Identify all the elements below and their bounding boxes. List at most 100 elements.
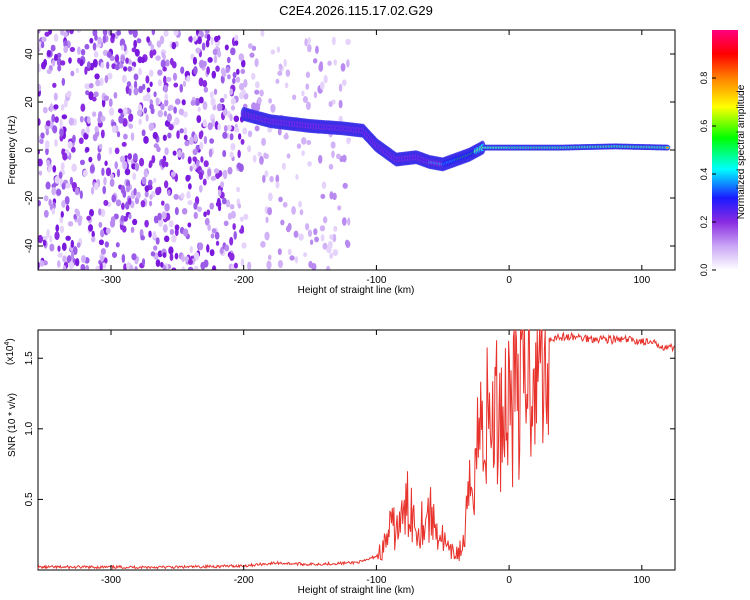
heatmap-cell xyxy=(164,161,169,168)
heatmap-y-tick-label: 0 xyxy=(24,147,35,153)
heatmap-cell xyxy=(123,133,128,140)
heatmap-cell xyxy=(203,86,209,93)
heatmap-cell xyxy=(116,30,122,36)
heatmap-cell xyxy=(277,127,282,136)
heatmap-cell xyxy=(53,53,58,62)
heatmap-cell xyxy=(289,255,295,261)
heatmap-cell xyxy=(215,201,222,207)
heatmap-cell xyxy=(149,103,154,110)
heatmap-cell xyxy=(74,208,80,214)
heatmap-cell xyxy=(90,186,95,195)
heatmap-cell xyxy=(236,162,242,170)
heatmap-cell xyxy=(123,263,127,270)
heatmap-cell xyxy=(125,185,131,193)
heatmap-cell xyxy=(301,137,307,145)
heatmap-cell xyxy=(59,128,64,137)
heatmap-cell xyxy=(138,85,144,94)
heatmap-cell xyxy=(221,69,227,78)
heatmap-cell xyxy=(120,44,125,51)
heatmap-cell xyxy=(204,217,210,226)
heatmap-cell xyxy=(94,73,100,80)
heatmap-cell xyxy=(143,107,148,114)
heatmap-cell xyxy=(209,202,215,210)
heatmap-cell xyxy=(182,228,189,237)
heatmap-cell xyxy=(59,119,63,128)
heatmap-cell xyxy=(141,129,146,137)
heatmap-cell xyxy=(341,217,347,226)
colorbar-gradient xyxy=(712,30,738,270)
heatmap-cell xyxy=(99,77,104,87)
heatmap-y-tick-label: 40 xyxy=(24,48,35,60)
snr-scale-prefix: (x10 xyxy=(5,345,16,365)
heatmap-cell xyxy=(209,138,215,144)
heatmap-cell xyxy=(125,57,129,64)
heatmap-cell xyxy=(65,182,71,189)
heatmap-cell xyxy=(89,37,94,44)
heatmap-cell xyxy=(153,91,157,98)
ridge-cell-core xyxy=(665,146,669,149)
heatmap-cell xyxy=(91,96,97,102)
heatmap-cell xyxy=(38,30,41,34)
heatmap-cell xyxy=(40,42,45,49)
heatmap-cell xyxy=(243,213,249,220)
heatmap-cell xyxy=(182,111,188,118)
heatmap-cell xyxy=(79,159,85,166)
heatmap-cell xyxy=(302,95,308,104)
heatmap-cell xyxy=(236,186,241,193)
snr-y-ticks: 0.5 1.0 1.5 xyxy=(24,351,675,506)
heatmap-cell xyxy=(100,248,106,255)
heatmap-cell xyxy=(43,195,49,202)
heatmap-cell xyxy=(144,185,150,193)
heatmap-cell xyxy=(173,106,177,114)
heatmap-cell xyxy=(189,136,194,146)
snr-frame xyxy=(37,329,676,571)
heatmap-cell xyxy=(102,185,107,195)
heatmap-cell xyxy=(207,57,213,63)
heatmap-cell xyxy=(329,252,334,259)
heatmap-y-tick-label: 20 xyxy=(24,96,35,108)
heatmap-x-axis-label: Height of straight line (km) xyxy=(298,285,415,296)
heatmap-cell xyxy=(346,138,351,145)
heatmap-cell xyxy=(162,66,167,72)
heatmap-cell xyxy=(108,107,115,116)
heatmap-cell xyxy=(116,168,121,178)
heatmap-cell xyxy=(277,248,282,256)
heatmap-cell xyxy=(306,140,312,146)
heatmap-cell xyxy=(241,242,247,249)
snr-scale-label: (x104) xyxy=(4,338,16,365)
heatmap-cell xyxy=(196,115,202,123)
heatmap-cell xyxy=(145,75,150,84)
heatmap-cell xyxy=(110,216,116,223)
heatmap-cell xyxy=(193,66,198,75)
heatmap-cell xyxy=(267,207,273,216)
heatmap-cell xyxy=(38,41,42,50)
heatmap-cell xyxy=(111,251,118,259)
colorbar-label: Normalized spectral amplitude xyxy=(736,84,747,219)
heatmap-cell xyxy=(184,140,190,147)
colorbar-tick-label: 0.2 xyxy=(699,216,709,229)
heatmap-cell xyxy=(211,265,217,270)
heatmap-cell xyxy=(102,262,107,269)
heatmap-cell xyxy=(62,265,67,270)
heatmap-cell xyxy=(213,168,220,174)
heatmap-cell xyxy=(229,113,233,122)
heatmap-cell xyxy=(142,95,148,102)
heatmap-cell xyxy=(229,203,235,210)
heatmap-cell xyxy=(77,57,81,64)
heatmap-cell xyxy=(200,261,206,270)
heatmap-cell xyxy=(257,96,262,105)
heatmap-cell xyxy=(100,255,105,262)
heatmap-cell xyxy=(202,79,208,88)
heatmap-cell xyxy=(148,69,154,77)
heatmap-cell xyxy=(114,161,118,170)
heatmap-cell xyxy=(319,225,326,232)
heatmap-cell xyxy=(149,99,153,106)
heatmap-cell xyxy=(239,228,245,234)
heatmap-cell xyxy=(315,45,319,55)
heatmap-cell xyxy=(240,68,246,75)
heatmap-cell xyxy=(38,200,42,207)
heatmap-cell xyxy=(178,108,184,116)
heatmap-cell xyxy=(342,182,348,189)
heatmap-cell xyxy=(287,248,292,256)
heatmap-cell xyxy=(227,166,233,175)
